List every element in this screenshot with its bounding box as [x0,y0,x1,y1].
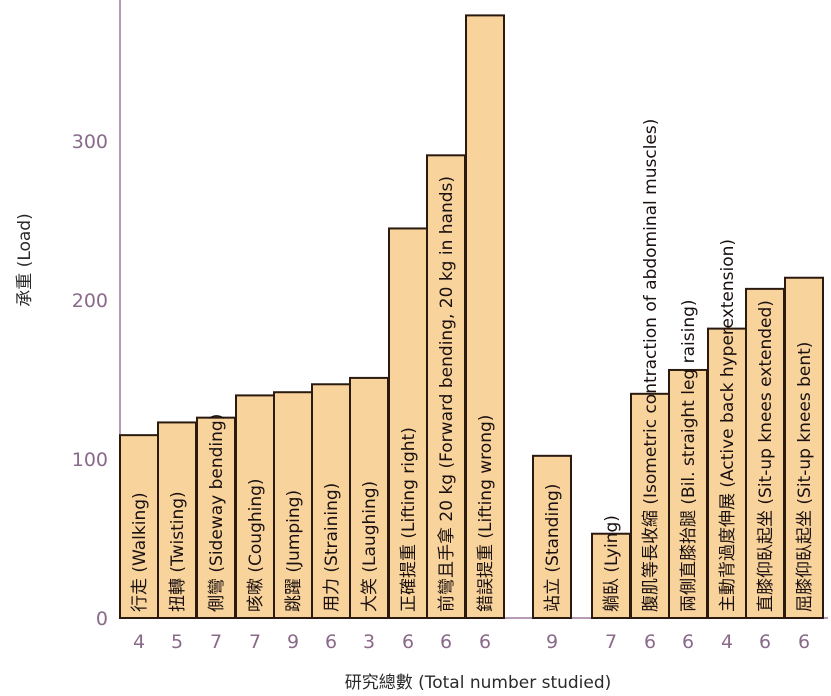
count-label: 9 [546,631,558,653]
count-label: 5 [171,631,183,653]
bar-label: 站立 (Standing) [543,484,563,612]
bar-labels: 行走 (Walking) 扭轉 (Twisting) 側彎 (Sideway ben… [130,119,815,612]
bar-label: 屈膝仰臥起坐 (Sit-up knees bent) [795,342,815,612]
bar-label: 主動背過度伸展 (Active back hyperextension) [718,239,738,612]
bar [349,376,389,619]
bar-label: 用力 (Straining) [322,483,342,612]
bar-label: 咳嗽 (Coughing) [246,478,266,612]
bar [235,394,275,619]
bar [311,383,351,619]
count-label: 7 [210,631,222,653]
bar-label: 扭轉 (Twisting) [168,491,188,612]
count-label: 6 [682,631,694,653]
y-tick-labels: 0 100 200 300 [72,131,108,630]
bar-label: 腹肌等長收縮 (Isometric contraction of abdomin… [641,119,661,612]
bar [668,368,708,619]
count-label: 6 [479,631,491,653]
bars [119,14,824,619]
bar [426,154,466,619]
count-label: 6 [644,631,656,653]
bar-label: 前彎且手拿 20 kg (Forward bending, 20 kg in h… [436,176,457,612]
bar [745,287,785,619]
bar [465,14,505,619]
bar-label: 兩側直膝抬腿 (Bil. straight leg raising) [679,299,699,612]
count-label: 6 [325,631,337,653]
y-tick-label: 0 [96,608,108,630]
y-tick-label: 100 [72,449,108,471]
bar-label: 側彎 (Sideway bending) [207,414,227,612]
bar-label: 正確提重 (Lifting right) [399,427,419,612]
y-tick-label: 300 [72,131,108,153]
bar [388,227,428,619]
bar-label: 行走 (Walking) [130,492,150,612]
bar [591,532,631,619]
bar-label: 錯誤提重 (Lifting wrong) [476,415,496,612]
count-label: 7 [605,631,617,653]
count-label: 4 [133,631,145,653]
count-label: 9 [287,631,299,653]
bar-label: 跳躍 (Jumping) [284,490,304,612]
count-label: 6 [798,631,810,653]
y-axis-title: 承重 (Load) [15,213,35,306]
count-labels: 4 5 7 7 9 6 3 6 6 6 9 7 6 6 4 6 6 [133,631,810,653]
count-label: 3 [363,631,375,653]
count-label: 7 [249,631,261,653]
bar [707,327,747,619]
count-label: 4 [721,631,733,653]
bar [196,416,236,619]
count-label: 6 [759,631,771,653]
bar [784,276,824,619]
count-label: 6 [440,631,452,653]
count-label: 6 [402,631,414,653]
x-axis-title: 研究總數 (Total number studied) [345,673,612,693]
y-tick-label: 200 [72,290,108,312]
bar-label: 躺臥 (Lying) [602,515,622,612]
bar-label: 大笑 (Laughing) [360,481,380,612]
bar-label: 直膝仰臥起坐 (Sit-up knees extended) [756,300,776,612]
bar [532,454,572,619]
